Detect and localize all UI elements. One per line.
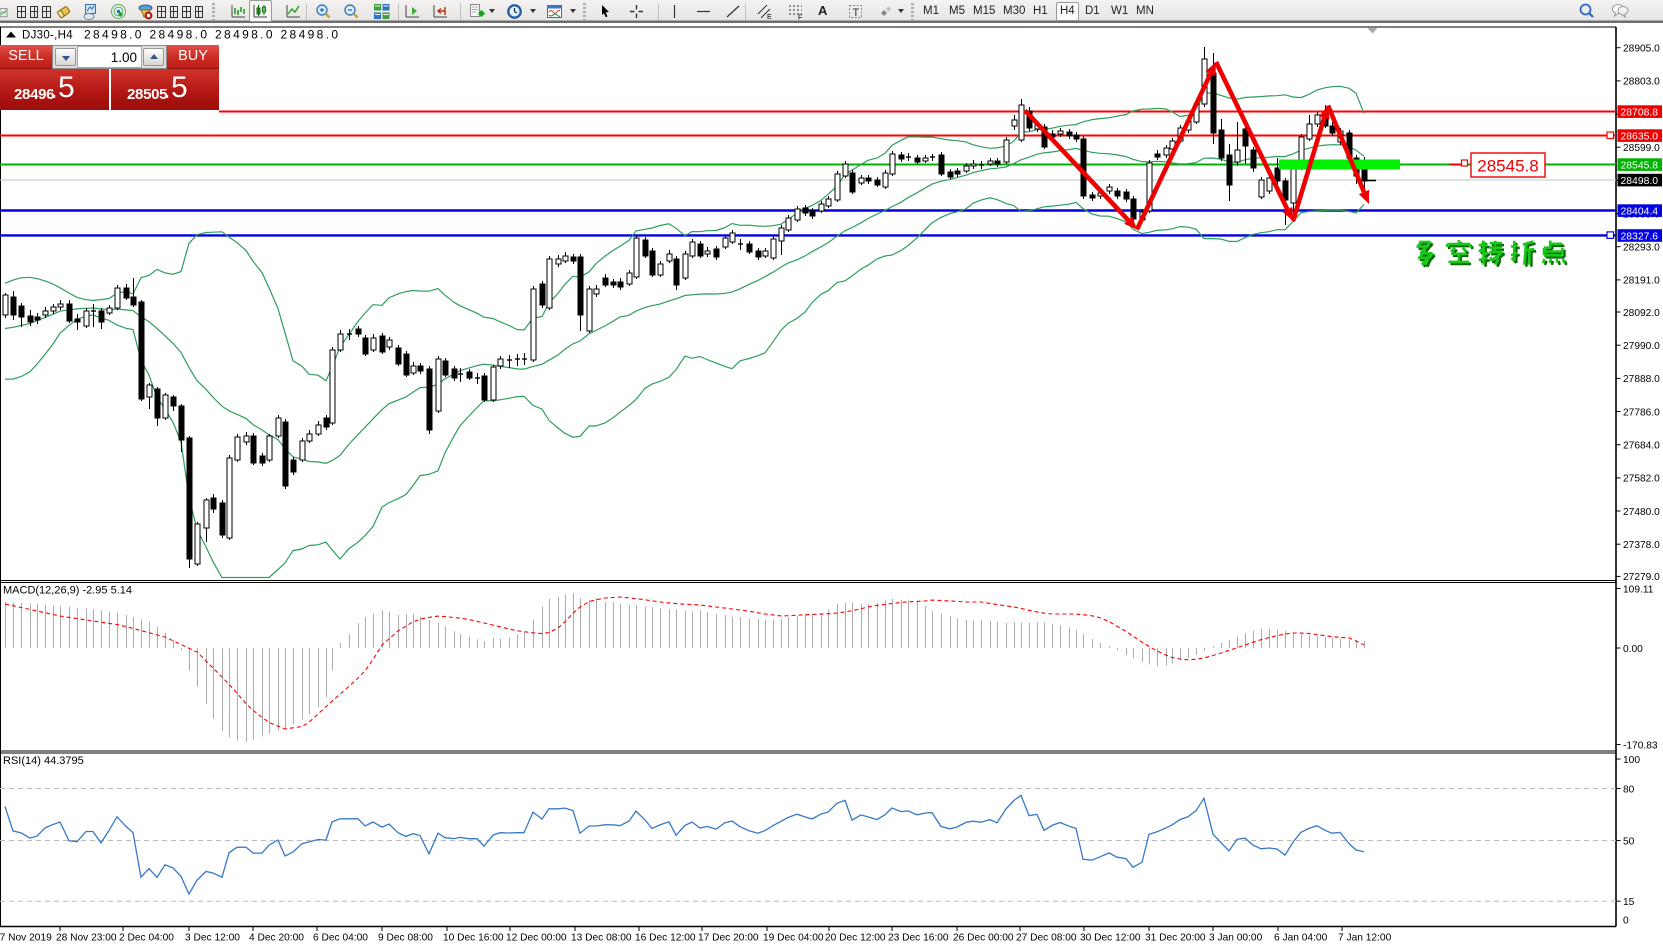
svg-text:10 Dec 16:00: 10 Dec 16:00: [443, 933, 504, 944]
svg-text:27582.0: 27582.0: [1623, 474, 1660, 485]
svg-text:28498.0: 28498.0: [1621, 176, 1659, 187]
svg-text:17 Dec 20:00: 17 Dec 20:00: [698, 933, 759, 944]
svg-text:27990.0: 27990.0: [1623, 341, 1660, 352]
svg-text:80: 80: [1623, 784, 1635, 795]
svg-text:28 Nov 23:00: 28 Nov 23:00: [56, 933, 117, 944]
svg-text:13 Dec 08:00: 13 Dec 08:00: [571, 933, 632, 944]
svg-text:4 Dec 20:00: 4 Dec 20:00: [249, 933, 304, 944]
svg-text:27786.0: 27786.0: [1623, 407, 1660, 418]
svg-text:50: 50: [1623, 836, 1635, 847]
svg-text:F: F: [798, 15, 802, 21]
svg-text:DJ30-,H4: DJ30-,H4: [22, 30, 73, 42]
svg-text:9 Dec 08:00: 9 Dec 08:00: [378, 933, 433, 944]
svg-text:T: T: [853, 7, 860, 19]
svg-text:27 Dec 08:00: 27 Dec 08:00: [1016, 933, 1077, 944]
svg-text:2 Dec 04:00: 2 Dec 04:00: [119, 933, 174, 944]
svg-text:28545.8: 28545.8: [1477, 157, 1538, 176]
svg-text:23 Dec 16:00: 23 Dec 16:00: [888, 933, 949, 944]
svg-text:30 Dec 12:00: 30 Dec 12:00: [1080, 933, 1141, 944]
svg-text:27 Nov 2019: 27 Nov 2019: [0, 933, 52, 944]
svg-text:15: 15: [1623, 897, 1635, 908]
svg-text:0.00: 0.00: [1623, 644, 1643, 655]
svg-text:-170.83: -170.83: [1623, 740, 1658, 751]
svg-text:19 Dec 04:00: 19 Dec 04:00: [763, 933, 824, 944]
svg-text:31 Dec 20:00: 31 Dec 20:00: [1145, 933, 1206, 944]
svg-text:26 Dec 00:00: 26 Dec 00:00: [953, 933, 1014, 944]
svg-text:0: 0: [1623, 916, 1629, 927]
svg-text:RSI(14) 44.3795: RSI(14) 44.3795: [3, 755, 84, 767]
svg-text:28708.8: 28708.8: [1621, 107, 1659, 118]
svg-text:109.11: 109.11: [1623, 584, 1654, 595]
svg-text:100: 100: [1623, 755, 1640, 766]
svg-text:3 Jan 00:00: 3 Jan 00:00: [1209, 933, 1263, 944]
svg-text:28293.0: 28293.0: [1623, 243, 1660, 254]
svg-text:MACD(12,26,9) -2.95 5.14: MACD(12,26,9) -2.95 5.14: [3, 585, 132, 597]
svg-text:3 Dec 12:00: 3 Dec 12:00: [185, 933, 240, 944]
svg-text:28327.6: 28327.6: [1621, 231, 1659, 242]
svg-text:28635.0: 28635.0: [1621, 131, 1659, 142]
svg-text:28545.8: 28545.8: [1621, 160, 1659, 171]
svg-text:6 Dec 04:00: 6 Dec 04:00: [313, 933, 368, 944]
svg-text:27888.0: 27888.0: [1623, 374, 1660, 385]
svg-text:27279.0: 27279.0: [1623, 572, 1660, 583]
svg-text:28599.0: 28599.0: [1623, 143, 1660, 154]
svg-text:27378.0: 27378.0: [1623, 540, 1660, 551]
svg-text:12 Dec 00:00: 12 Dec 00:00: [506, 933, 567, 944]
svg-text:7 Jan 12:00: 7 Jan 12:00: [1338, 933, 1392, 944]
svg-text:28191.0: 28191.0: [1623, 276, 1660, 287]
svg-text:6 Jan 04:00: 6 Jan 04:00: [1274, 933, 1328, 944]
svg-text:20 Dec 12:00: 20 Dec 12:00: [825, 933, 886, 944]
svg-text:28404.4: 28404.4: [1621, 206, 1659, 217]
svg-text:28092.0: 28092.0: [1623, 308, 1660, 319]
svg-text:28803.0: 28803.0: [1623, 77, 1660, 88]
svg-text:E: E: [767, 14, 772, 20]
svg-text:28905.0: 28905.0: [1623, 44, 1660, 55]
svg-text:16 Dec 12:00: 16 Dec 12:00: [635, 933, 696, 944]
svg-text:27684.0: 27684.0: [1623, 441, 1660, 452]
svg-text:27480.0: 27480.0: [1623, 507, 1660, 518]
svg-text:28498.0 28498.0 28498.0 28498.: 28498.0 28498.0 28498.0 28498.0: [84, 28, 340, 42]
